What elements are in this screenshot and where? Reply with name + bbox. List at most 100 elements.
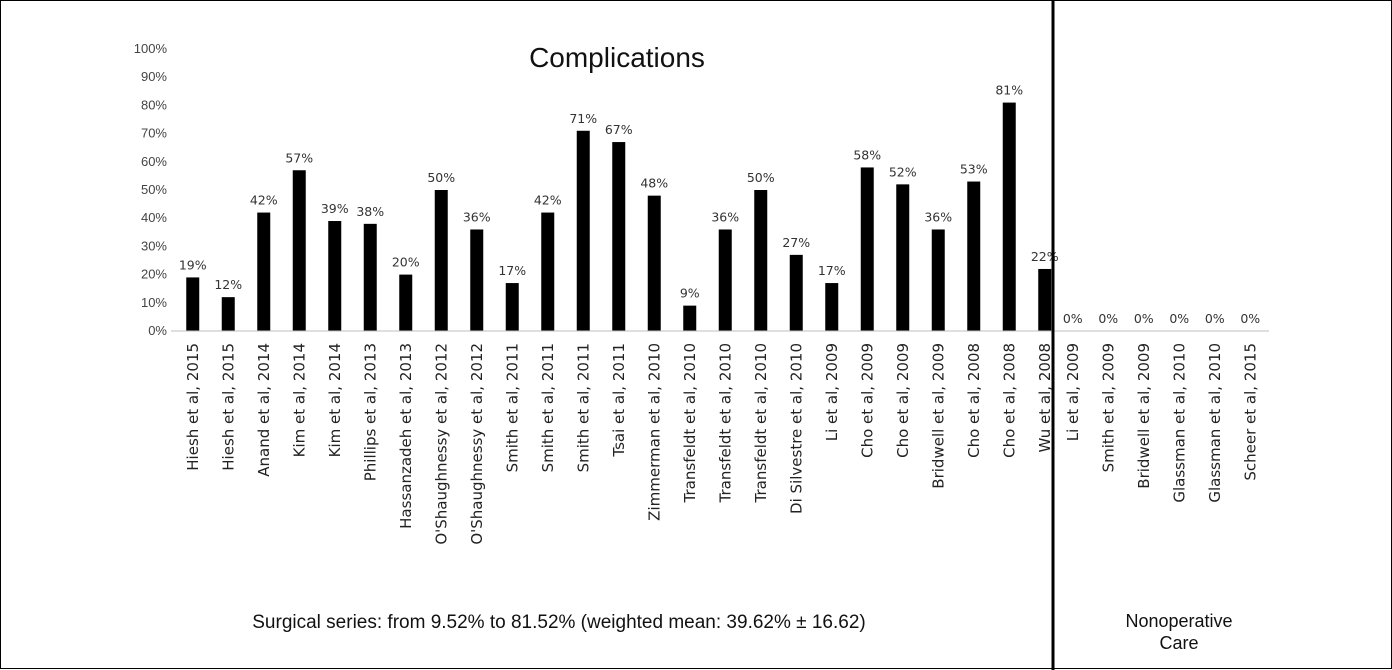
data-label: 20% bbox=[392, 255, 420, 270]
data-label: 52% bbox=[889, 164, 917, 179]
data-label: 0% bbox=[1063, 311, 1083, 326]
data-label: 50% bbox=[747, 170, 775, 185]
y-tick-label: 50% bbox=[141, 182, 167, 197]
y-tick-label: 0% bbox=[148, 323, 167, 338]
y-tick-label: 40% bbox=[141, 210, 167, 225]
bar bbox=[541, 212, 555, 331]
data-label: 0% bbox=[1098, 311, 1118, 326]
data-label: 17% bbox=[818, 263, 846, 278]
bar bbox=[186, 277, 200, 331]
category-label: Kim et al, 2014 bbox=[326, 343, 344, 457]
data-label: 81% bbox=[995, 83, 1023, 98]
bar bbox=[257, 212, 271, 331]
category-labels: Hiesh et al, 2015 Hiesh et al, 2015 Anand … bbox=[184, 343, 1260, 545]
bar bbox=[718, 229, 732, 331]
category-label: Wu et al, 2008 bbox=[1036, 343, 1054, 453]
bar bbox=[399, 274, 413, 331]
data-label: 67% bbox=[605, 122, 633, 137]
data-label: 58% bbox=[853, 147, 881, 162]
bar bbox=[1002, 102, 1016, 331]
category-label: Transfeldt et al, 2010 bbox=[681, 343, 699, 503]
group-label-line: Care bbox=[1159, 633, 1198, 653]
data-label: 12% bbox=[214, 277, 242, 292]
y-tick-label: 100% bbox=[134, 41, 168, 56]
y-tick-label: 90% bbox=[141, 69, 167, 84]
data-label: 19% bbox=[179, 257, 207, 272]
data-label: 39% bbox=[321, 201, 349, 216]
bar bbox=[860, 167, 874, 331]
category-label: Hiesh et al, 2015 bbox=[219, 343, 237, 471]
data-label: 9% bbox=[680, 286, 700, 301]
category-label: Zimmerman et al, 2010 bbox=[645, 343, 663, 521]
data-labels: 19% 12% 42% 57% 39% 38% 20% 50% 36% 17% 42% 71% 67% 4… bbox=[179, 83, 1260, 326]
category-label: Smith et al, 2009 bbox=[1099, 343, 1117, 472]
y-tick-label: 60% bbox=[141, 154, 167, 169]
y-tick-label: 10% bbox=[141, 295, 167, 310]
data-label: 0% bbox=[1205, 311, 1225, 326]
y-axis: 0% 10% 20% 30% 40% 50% 60% 70% 80% 90% 100% bbox=[134, 41, 168, 338]
category-label: Li et al, 2009 bbox=[823, 343, 841, 441]
bar bbox=[612, 142, 626, 331]
bar bbox=[647, 195, 661, 331]
category-label: O'Shaughnessy et al, 2012 bbox=[432, 343, 450, 545]
category-label: O'Shaughnessy et al, 2012 bbox=[468, 343, 486, 545]
data-label: 42% bbox=[534, 193, 562, 208]
data-label: 0% bbox=[1134, 311, 1154, 326]
chart-title: Complications bbox=[529, 42, 705, 73]
y-tick-label: 30% bbox=[141, 238, 167, 253]
bar bbox=[470, 229, 484, 331]
bar bbox=[1038, 268, 1052, 331]
bar bbox=[328, 221, 342, 331]
surgical-series-note: Surgical series: from 9.52% to 81.52% (w… bbox=[252, 612, 865, 633]
category-label: Li et al, 2009 bbox=[1064, 343, 1082, 441]
y-tick-label: 20% bbox=[141, 267, 167, 282]
bar bbox=[292, 170, 306, 331]
nonoperative-group-label: Nonoperative Care bbox=[1125, 611, 1232, 653]
category-label: Smith et al, 2011 bbox=[539, 343, 557, 472]
category-label: Smith et al, 2011 bbox=[503, 343, 521, 472]
bar bbox=[967, 181, 981, 331]
bar bbox=[363, 223, 377, 331]
bar bbox=[434, 190, 448, 331]
category-label: Transfeldt et al, 2010 bbox=[752, 343, 770, 503]
y-tick-label: 80% bbox=[141, 97, 167, 112]
bar bbox=[505, 283, 519, 331]
data-label: 17% bbox=[498, 263, 526, 278]
category-label: Kim et al, 2014 bbox=[290, 343, 308, 457]
data-label: 42% bbox=[250, 193, 278, 208]
bar bbox=[896, 184, 910, 331]
bar bbox=[931, 229, 945, 331]
category-label: Cho et al, 2008 bbox=[965, 343, 983, 458]
data-label: 0% bbox=[1240, 311, 1260, 326]
data-label: 22% bbox=[1031, 249, 1059, 264]
data-label: 71% bbox=[569, 111, 597, 126]
category-label: Transfeldt et al, 2010 bbox=[716, 343, 734, 503]
group-label-line: Nonoperative bbox=[1125, 611, 1232, 631]
category-label: Hiesh et al, 2015 bbox=[184, 343, 202, 471]
data-label: 57% bbox=[285, 150, 313, 165]
category-label: Anand et al, 2014 bbox=[255, 343, 273, 477]
category-label: Cho et al, 2009 bbox=[894, 343, 912, 458]
category-label: Phillips et al, 2013 bbox=[361, 343, 379, 481]
category-label: Bridwell et al, 2009 bbox=[929, 343, 947, 489]
bar bbox=[825, 283, 839, 331]
data-label: 38% bbox=[356, 204, 384, 219]
data-label: 48% bbox=[640, 176, 668, 191]
bar bbox=[221, 297, 235, 331]
bars bbox=[186, 102, 1052, 331]
bar bbox=[754, 190, 768, 331]
data-label: 53% bbox=[960, 162, 988, 177]
category-label: Bridwell et al, 2009 bbox=[1135, 343, 1153, 489]
bar bbox=[683, 305, 697, 331]
category-label: Hassanzadeh et al, 2013 bbox=[397, 343, 415, 529]
data-label: 36% bbox=[463, 209, 491, 224]
category-label: Glassman et al, 2010 bbox=[1206, 343, 1224, 503]
category-label: Tsai et al, 2011 bbox=[610, 343, 628, 458]
bar bbox=[789, 254, 803, 331]
category-label: Di Silvestre et al, 2010 bbox=[787, 343, 805, 514]
data-label: 27% bbox=[782, 235, 810, 250]
data-label: 0% bbox=[1169, 311, 1189, 326]
y-tick-label: 70% bbox=[141, 126, 167, 141]
